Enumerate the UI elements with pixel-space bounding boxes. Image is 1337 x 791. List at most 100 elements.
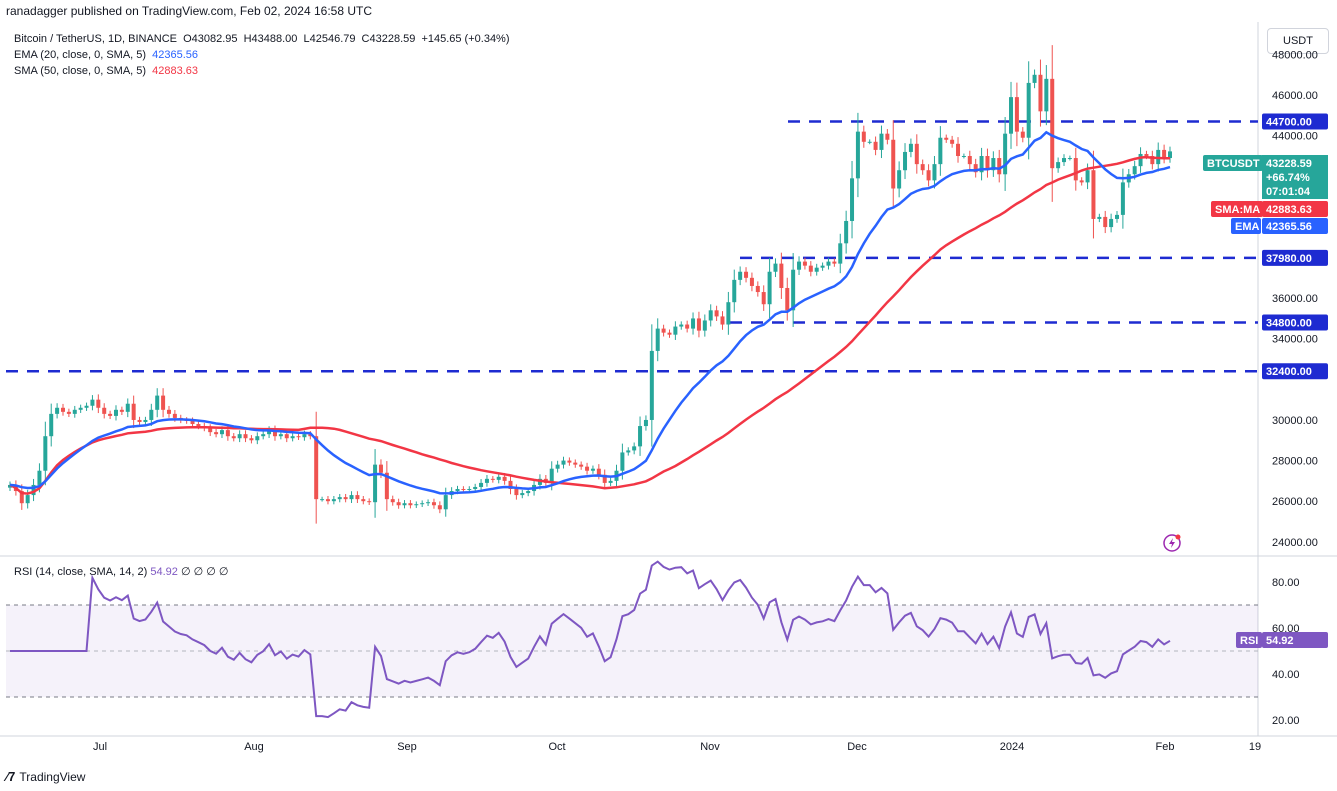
candle-body bbox=[261, 434, 266, 437]
candle-body bbox=[1038, 74, 1043, 112]
rsi-tag-bg bbox=[1236, 632, 1262, 648]
time-tick-label: 2024 bbox=[1000, 741, 1024, 753]
candle-body bbox=[997, 158, 1002, 175]
candle-body bbox=[166, 409, 171, 414]
symbol-tag: BTCUSDT bbox=[1207, 158, 1260, 170]
candle-body bbox=[1014, 97, 1019, 132]
candle-body bbox=[414, 504, 419, 506]
candle-body bbox=[549, 468, 554, 483]
candle-body bbox=[331, 499, 336, 502]
candle-body bbox=[744, 271, 749, 278]
ohlc-open: O43082.95 bbox=[183, 33, 238, 45]
candle-body bbox=[172, 413, 177, 418]
rsi-value-tag: 54.92 bbox=[1266, 635, 1294, 647]
ohlc-high: H43488.00 bbox=[243, 33, 298, 45]
rsi-value-tag-bg bbox=[1262, 632, 1328, 648]
candle-body bbox=[702, 320, 707, 331]
candle-body bbox=[985, 156, 990, 171]
candle-body bbox=[932, 164, 937, 181]
candle-body bbox=[1062, 158, 1067, 163]
candle-body bbox=[1162, 149, 1167, 159]
candle-body bbox=[773, 263, 778, 272]
time-tick-label: Oct bbox=[548, 741, 565, 753]
price-tick-label: 36000.00 bbox=[1272, 293, 1318, 305]
footer-brand[interactable]: ⁄7 TradingView bbox=[6, 769, 85, 784]
candle-body bbox=[96, 399, 101, 408]
currency-button[interactable]: USDT bbox=[1267, 28, 1329, 54]
candle-body bbox=[867, 141, 872, 143]
candle-body bbox=[420, 503, 425, 505]
candle-body bbox=[267, 430, 272, 435]
candle-body bbox=[60, 407, 65, 412]
candle-body bbox=[855, 131, 860, 179]
candle-body bbox=[720, 316, 725, 325]
ema-value: 42365.56 bbox=[152, 49, 199, 61]
candle-body bbox=[31, 484, 36, 496]
candle-body bbox=[679, 324, 684, 327]
candle-body bbox=[950, 139, 955, 144]
candle-body bbox=[661, 328, 666, 333]
lightning-icon[interactable] bbox=[1163, 534, 1181, 552]
candle-body bbox=[567, 460, 572, 463]
candle-body bbox=[779, 263, 784, 288]
candle-body bbox=[461, 488, 466, 491]
candle-body bbox=[149, 409, 154, 420]
candle-body bbox=[738, 271, 743, 280]
candle-body bbox=[373, 464, 378, 503]
candle-body bbox=[514, 488, 519, 496]
candle-body bbox=[643, 419, 648, 427]
price-tag-line: +66.74% bbox=[1266, 172, 1310, 184]
rsi-label: RSI (14, close, SMA, 14, 2) bbox=[14, 566, 148, 578]
panel-borders bbox=[0, 22, 1337, 737]
sma-tag-bg bbox=[1211, 201, 1263, 217]
candle-body bbox=[991, 158, 996, 171]
candle-body bbox=[802, 261, 807, 266]
candle-body bbox=[1097, 216, 1102, 219]
candle-body bbox=[926, 170, 931, 181]
price-tag-line: 07:01:04 bbox=[1266, 186, 1311, 198]
sma-label: SMA (50, close, 0, SMA, 5) bbox=[14, 65, 147, 77]
candle-body bbox=[638, 426, 643, 447]
rsi-tick-label: 20.00 bbox=[1272, 715, 1300, 727]
candle-body bbox=[749, 277, 754, 286]
candle-body bbox=[502, 476, 507, 481]
candle-body bbox=[384, 472, 389, 500]
candle-body bbox=[1056, 162, 1061, 169]
price-tick-label: 44000.00 bbox=[1272, 131, 1318, 143]
candle-body bbox=[1168, 151, 1172, 159]
candle-body bbox=[632, 446, 637, 451]
candle-body bbox=[961, 156, 966, 158]
candle-body bbox=[255, 436, 260, 441]
candle-body bbox=[1067, 158, 1072, 160]
symbol-title: Bitcoin / TetherUS, 1D, BINANCE bbox=[14, 33, 178, 45]
candle-body bbox=[885, 133, 890, 140]
price-tick-label: 28000.00 bbox=[1272, 456, 1318, 468]
candle-body bbox=[879, 133, 884, 150]
candle-body bbox=[1115, 214, 1120, 219]
candle-body bbox=[602, 474, 607, 483]
rsi-tick-label: 40.00 bbox=[1272, 669, 1300, 681]
level-tag: 37980.00 bbox=[1266, 253, 1312, 265]
candle-body bbox=[496, 476, 501, 480]
candle-body bbox=[72, 409, 77, 414]
candle-body bbox=[102, 407, 107, 414]
level-tag-bg bbox=[1262, 113, 1328, 130]
candle-body bbox=[1150, 156, 1155, 165]
candle-body bbox=[290, 436, 295, 439]
time-tick-label: Feb bbox=[1156, 741, 1175, 753]
candle-body bbox=[467, 488, 472, 491]
candle-body bbox=[649, 350, 654, 420]
candle-body bbox=[732, 279, 737, 303]
candle-body bbox=[903, 151, 908, 171]
candle-body bbox=[1073, 158, 1078, 181]
candle-body bbox=[113, 409, 118, 416]
candle-body bbox=[838, 243, 843, 264]
time-tick-label: Nov bbox=[700, 741, 720, 753]
candle-body bbox=[131, 403, 136, 420]
candle-body bbox=[90, 399, 95, 406]
candle-body bbox=[561, 460, 566, 465]
candle-body bbox=[55, 407, 60, 414]
candle-body bbox=[585, 466, 590, 471]
candle-body bbox=[667, 332, 672, 335]
